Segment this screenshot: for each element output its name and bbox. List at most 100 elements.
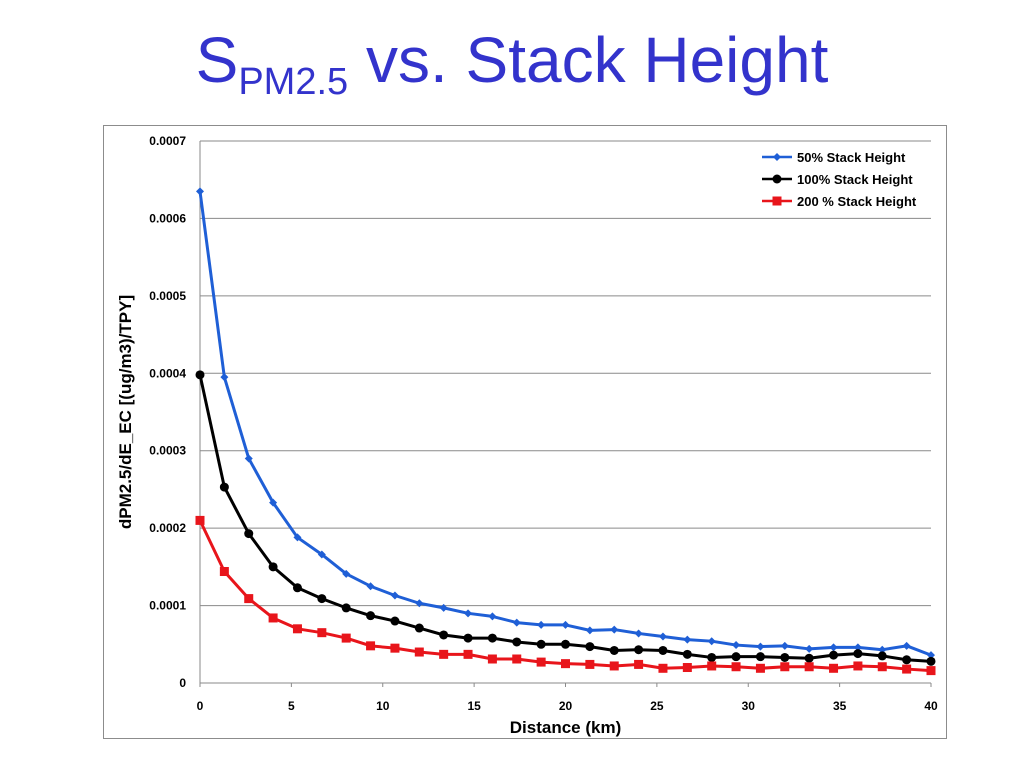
y-tick-label: 0.0002 [149, 521, 186, 535]
slide-title: SPM2.5 vs. Stack Height [0, 28, 1024, 101]
y-tick-label: 0.0005 [149, 289, 186, 303]
x-tick-label: 40 [924, 699, 938, 713]
legend-entry-label: 100% Stack Height [797, 172, 913, 187]
y-axis-title: dPM2.5/dE_EC [(ug/m3)/TPY] [116, 295, 135, 529]
data-point [755, 663, 765, 673]
data-point [731, 652, 741, 662]
data-point [707, 661, 717, 671]
data-point [244, 594, 254, 604]
data-point [755, 652, 765, 662]
data-point [196, 187, 204, 196]
data-point [341, 603, 351, 613]
data-point [682, 649, 692, 659]
data-point [805, 644, 814, 653]
data-point [561, 620, 570, 629]
data-point [585, 659, 595, 669]
data-point [829, 663, 839, 673]
data-point [634, 629, 643, 638]
data-point [634, 659, 644, 669]
title-main: S [195, 24, 239, 96]
data-point [780, 652, 790, 662]
data-point [512, 618, 521, 627]
data-point [804, 662, 814, 672]
chart-frame: 0 0.0001 0.0002 0.0003 0.0004 0.0005 0.0006 0.0… [103, 125, 947, 739]
data-point [219, 482, 229, 492]
x-tick-label: 30 [742, 699, 756, 713]
y-tick-label: 0.0003 [149, 444, 186, 458]
y-tick-label: 0.0006 [149, 211, 186, 225]
data-point [658, 645, 668, 655]
data-point [292, 583, 302, 593]
data-point [829, 650, 839, 660]
x-tick-label: 25 [650, 699, 664, 713]
data-point [780, 641, 789, 650]
legend-marker [772, 196, 782, 206]
title-rest: vs. Stack Height [348, 24, 829, 96]
data-point [220, 373, 229, 382]
data-point [682, 663, 692, 673]
data-point [878, 645, 887, 654]
data-point [439, 630, 449, 640]
data-point [877, 651, 887, 661]
data-point [390, 616, 400, 626]
y-tick-label: 0.0007 [149, 134, 186, 148]
data-point [829, 643, 838, 652]
data-point [853, 643, 862, 652]
data-point [536, 657, 546, 667]
data-point [463, 649, 473, 659]
data-point [683, 635, 692, 644]
data-point [415, 599, 424, 608]
data-point [390, 591, 399, 600]
x-tick-label: 0 [197, 699, 204, 713]
data-point [366, 582, 375, 591]
data-point [195, 370, 205, 380]
series-line-0 [198, 191, 932, 657]
title-subscript: PM2.5 [238, 61, 349, 103]
line-chart: 0 0.0001 0.0002 0.0003 0.0004 0.0005 0.0006 0.0… [116, 134, 938, 737]
data-point [877, 662, 887, 672]
data-point [634, 645, 644, 655]
series-line-1 [198, 374, 932, 663]
data-point [926, 656, 936, 666]
data-point [293, 533, 302, 542]
data-point [487, 654, 497, 664]
data-point [317, 550, 326, 559]
data-point [927, 651, 935, 660]
data-point [439, 603, 448, 612]
data-point [366, 641, 376, 651]
data-point [488, 612, 497, 621]
data-point [609, 661, 619, 671]
data-point [609, 645, 619, 655]
data-point [195, 515, 205, 525]
data-point [561, 659, 570, 669]
legend-marker [772, 174, 782, 184]
data-point [561, 639, 570, 649]
legend-marker [773, 153, 781, 161]
data-point [512, 637, 522, 647]
data-point [853, 661, 863, 671]
legend-entry-label: 200 % Stack Height [797, 194, 917, 209]
data-point [268, 562, 278, 572]
data-point [707, 637, 716, 646]
data-point [244, 529, 254, 539]
data-point [487, 633, 497, 643]
data-point [317, 594, 327, 604]
data-point [439, 649, 449, 659]
data-point [536, 639, 546, 649]
y-tick-label: 0 [179, 676, 186, 690]
data-point [512, 654, 522, 664]
data-point [464, 609, 473, 618]
data-point [317, 628, 327, 638]
data-point [804, 653, 814, 663]
data-point [341, 633, 351, 643]
x-tick-label: 15 [467, 699, 481, 713]
data-point [585, 642, 595, 652]
y-tick-label: 0.0001 [149, 599, 186, 613]
data-point [658, 663, 668, 673]
x-tick-label: 5 [288, 699, 295, 713]
data-point [902, 655, 912, 665]
data-point [902, 641, 911, 650]
data-point [268, 613, 278, 623]
data-point [780, 662, 790, 672]
data-point [292, 624, 302, 634]
